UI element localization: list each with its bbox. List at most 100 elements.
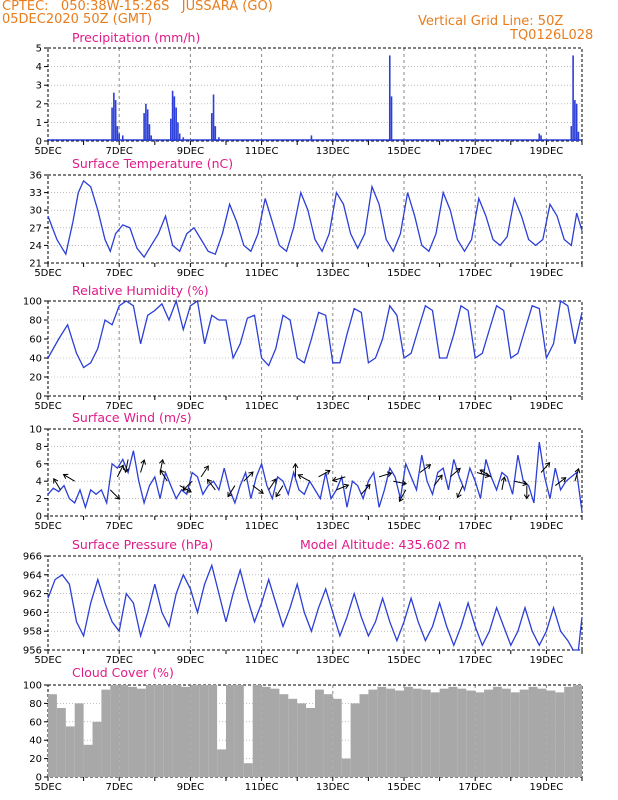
cloud-cover-bar	[519, 689, 529, 777]
cloud-cover-bar	[537, 688, 547, 777]
cloud-cover-bar	[377, 686, 387, 777]
wind-xtick-label: 19DEC	[530, 521, 564, 532]
precipitation-bar	[114, 100, 117, 141]
precipitation-bar	[170, 118, 172, 141]
precipitation-xtick-label: 19DEC	[530, 146, 564, 157]
cloud-cover-bar	[92, 721, 102, 777]
temperature-frame	[47, 174, 583, 264]
wind-xtick-label: 5DEC	[34, 521, 61, 532]
cloud-cover-bar	[83, 744, 93, 777]
cloud-cover-bar	[65, 726, 75, 777]
cloud-cover-ytick-label: 80	[29, 699, 42, 710]
temperature-ytick-label: 30	[29, 206, 42, 217]
cloud-cover-bar	[288, 698, 298, 777]
wind-ytick-label: 6	[36, 459, 42, 470]
wind-arrow	[109, 489, 121, 500]
cloud-cover-bar	[110, 685, 120, 777]
precipitation-bar	[111, 107, 113, 141]
pressure-ytick-label: 960	[23, 608, 42, 619]
wind-arrow	[398, 489, 407, 503]
pressure-xtick-label: 13DEC	[316, 655, 350, 666]
precipitation-bar	[143, 113, 145, 141]
precipitation-xtick-label: 17DEC	[458, 146, 492, 157]
humidity-xtick-label: 11DEC	[245, 401, 279, 412]
precipitation-bar	[145, 103, 147, 141]
cloud-cover-bar	[128, 686, 137, 777]
pressure-frame	[47, 555, 583, 651]
wind-arrow	[523, 485, 530, 500]
wind-arrow	[393, 480, 407, 486]
precipitation-bar	[570, 126, 573, 141]
cloud-cover-bar	[412, 688, 422, 777]
humidity-line	[47, 298, 583, 369]
humidity-xtick-label: 9DEC	[177, 401, 204, 412]
pressure-title: Surface Pressure (hPa)	[72, 537, 213, 552]
wind-arrow	[292, 462, 299, 477]
cloud-cover-bar	[172, 685, 182, 777]
cloud-cover-bar	[101, 689, 111, 777]
precipitation-bar	[575, 103, 578, 141]
humidity-ytick-label: 80	[29, 316, 42, 327]
cloud-cover-bar	[457, 688, 467, 777]
humidity-ytick-label: 40	[29, 354, 42, 365]
wind-arrow	[574, 467, 581, 482]
wind-arrow	[514, 480, 528, 487]
temperature-ytick-label: 24	[29, 241, 42, 252]
cloud-cover-bar	[297, 703, 307, 777]
cloud-cover-bar	[341, 758, 351, 777]
precipitation-xtick-label: 15DEC	[387, 146, 421, 157]
cloud-cover-bar	[163, 685, 173, 777]
cloud-cover-bar	[181, 686, 191, 777]
pressure-xtick-label: 15DEC	[387, 655, 421, 666]
cloud-cover-bar	[48, 694, 57, 777]
precipitation-bar	[173, 96, 176, 141]
cloud-cover-ytick-label: 100	[23, 681, 42, 692]
wind-arrow	[433, 474, 443, 486]
pressure-panel: Surface Pressure (hPa) Model Altitude: 43…	[23, 537, 583, 666]
temperature-line	[47, 179, 583, 259]
cloud-cover-panel: Cloud Cover (%) 0 20 40 60 80 100 5DEC 7DEC 9DEC 1…	[23, 665, 583, 793]
temperature-panel: Surface Temperature (nC) 21 24 27 30 33 36 5DEC…	[29, 156, 583, 279]
humidity-ytick-label: 20	[29, 373, 42, 384]
humidity-xtick-label: 13DEC	[316, 401, 350, 412]
precipitation-bar	[212, 94, 215, 141]
header-location: CPTEC: 050:38W-15:26S JUSSARA (GO)	[2, 0, 273, 14]
cloud-cover-bar	[119, 685, 129, 777]
wind-line	[47, 442, 583, 512]
cloud-cover-xtick-label: 13DEC	[316, 782, 350, 793]
precipitation-bar	[310, 135, 313, 141]
pressure-ytick-label: 962	[23, 589, 42, 600]
cloud-cover-xtick-label: 5DEC	[34, 782, 61, 793]
cloud-cover-ytick-label: 20	[29, 754, 42, 765]
cloud-cover-bar	[323, 694, 333, 777]
cloud-cover-bar	[199, 685, 209, 777]
wind-arrow	[336, 483, 350, 491]
cloud-cover-bar	[208, 685, 218, 777]
wind-arrow	[243, 471, 254, 482]
temperature-xtick-label: 13DEC	[316, 268, 350, 279]
cloud-cover-bar	[573, 685, 582, 777]
precipitation-ytick-label: 0	[36, 137, 42, 148]
pressure-xtick-label: 9DEC	[177, 655, 204, 666]
cloud-cover-ytick-label: 40	[29, 736, 42, 747]
cloud-cover-bar	[252, 685, 262, 777]
wind-arrow	[53, 477, 61, 491]
cloud-cover-bar	[243, 763, 253, 777]
cloud-cover-bar	[475, 692, 485, 777]
wind-title: Surface Wind (m/s)	[72, 410, 192, 425]
cloud-cover-bar	[386, 688, 396, 777]
precipitation-bar	[388, 55, 391, 141]
cloud-cover-bar	[56, 708, 66, 777]
pressure-ytick-label: 966	[23, 552, 42, 563]
pressure-annotation: Model Altitude: 435.602 m	[300, 537, 466, 552]
precipitation-ytick-label: 1	[36, 118, 42, 129]
temperature-title: Surface Temperature (nC)	[72, 156, 233, 171]
cloud-cover-bar	[234, 685, 244, 777]
wind-arrow	[182, 480, 193, 492]
temperature-xtick-label: 7DEC	[106, 268, 133, 279]
pressure-ytick-label: 958	[23, 627, 42, 638]
wind-arrow	[318, 469, 331, 478]
pressure-ytick-label: 956	[23, 646, 42, 657]
cloud-cover-xtick-label: 19DEC	[530, 782, 564, 793]
